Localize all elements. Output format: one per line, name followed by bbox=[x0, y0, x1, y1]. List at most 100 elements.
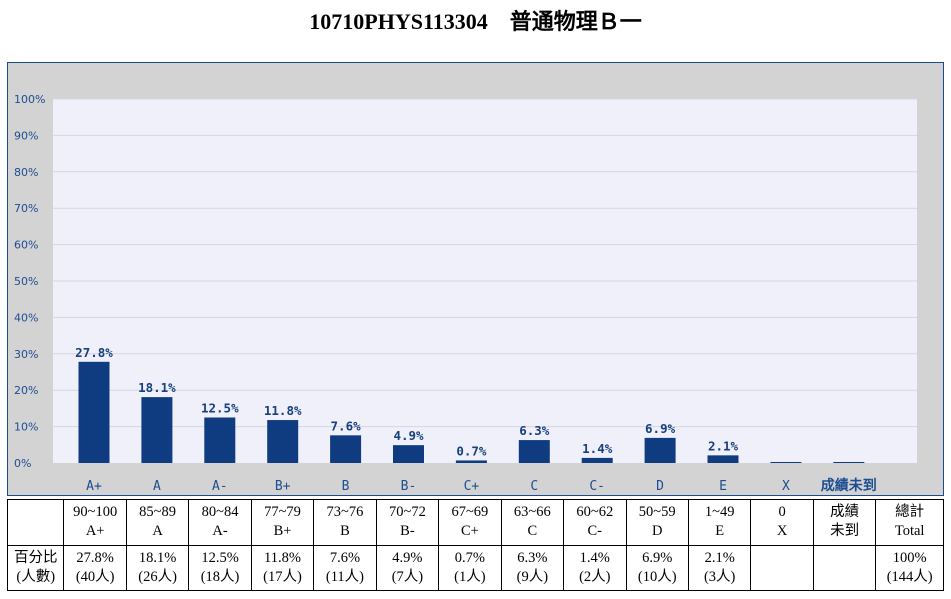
table-cell: 總計 Total bbox=[875, 499, 944, 546]
table-cell: 60~62 C- bbox=[563, 499, 627, 546]
cell-line: B bbox=[340, 523, 350, 540]
table-cell: 11.8% (17人) bbox=[250, 544, 315, 591]
cell-line: 總計 bbox=[895, 504, 925, 521]
x-tick-label: X bbox=[782, 479, 790, 494]
data-label: 6.3% bbox=[519, 423, 550, 438]
bar bbox=[330, 435, 362, 463]
percentage-row: 百分比 (人數) 27.8% (40人) 18.1% (26人) 12.5% (18人) 11.… bbox=[6, 544, 944, 591]
cell-line: (17人) bbox=[263, 568, 302, 585]
y-tick-label: 30% bbox=[14, 348, 38, 361]
table-cell: 80~84 A- bbox=[188, 499, 252, 546]
x-tick-label: B bbox=[342, 479, 350, 494]
table-cell: 1~49 E bbox=[687, 499, 752, 546]
cell-line: 6.9% bbox=[642, 549, 673, 566]
bar bbox=[78, 361, 110, 463]
data-label: 7.6% bbox=[331, 418, 362, 433]
cell-line: A- bbox=[212, 523, 228, 540]
chart-svg: 0% 10% 20% 30% 40% 50% 60% 70% 80% 90% 100% 27.8% A+… bbox=[14, 93, 917, 494]
table-cell: 90~100 A+ bbox=[63, 499, 127, 546]
cell-line: 未到 bbox=[830, 523, 860, 540]
cell-line: 1~49 bbox=[704, 504, 735, 521]
cell-line: 27.8% bbox=[76, 549, 114, 566]
cell-line: 90~100 bbox=[73, 504, 118, 521]
y-tick-label: 70% bbox=[14, 202, 38, 215]
cell-line: (18人) bbox=[200, 568, 240, 585]
cell-line: X bbox=[776, 523, 788, 540]
table-cell: 7.6% (11人) bbox=[313, 544, 377, 591]
data-label: 1.4% bbox=[582, 441, 613, 456]
bar bbox=[141, 397, 173, 463]
cell-line: (9人) bbox=[516, 568, 549, 585]
table-cell: 1.4% (2人) bbox=[563, 544, 627, 591]
y-tick-label: 20% bbox=[14, 384, 38, 397]
table-cell: 85~89 A bbox=[125, 499, 190, 546]
cell-line: 73~76 bbox=[326, 504, 364, 521]
bar bbox=[204, 417, 236, 463]
cell-line: (11人) bbox=[325, 568, 365, 585]
cell-line: 12.5% bbox=[201, 549, 239, 566]
cell-line: C- bbox=[587, 523, 603, 540]
y-tick-label: 0% bbox=[14, 457, 31, 470]
table-cell: 成績 未到 bbox=[812, 499, 877, 546]
data-label: 18.1% bbox=[138, 380, 176, 395]
bar bbox=[455, 460, 487, 463]
cell-line: (10人) bbox=[637, 568, 677, 585]
page-title: 10710PHYS113304 普通物理Ｂ一 bbox=[309, 9, 642, 34]
table-cell: 0.7% (1人) bbox=[438, 544, 502, 591]
data-label: 12.5% bbox=[201, 401, 239, 416]
cell-line: (人數) bbox=[16, 568, 56, 585]
cell-line: E bbox=[715, 523, 725, 540]
x-tick-label: C+ bbox=[464, 479, 480, 494]
data-label: 27.8% bbox=[75, 345, 113, 360]
cell-line: D bbox=[651, 523, 663, 540]
y-tick-label: 90% bbox=[14, 129, 38, 142]
cell-line: 4.9% bbox=[392, 549, 423, 566]
bar bbox=[707, 455, 739, 463]
table-cell: 12.5% (18人) bbox=[188, 544, 252, 591]
cell-line: 0.7% bbox=[454, 549, 485, 566]
table-cell bbox=[6, 499, 65, 546]
cell-line: 7.6% bbox=[329, 549, 361, 566]
cell-line: 2.1% bbox=[704, 549, 735, 566]
x-tick-label: D bbox=[656, 479, 664, 494]
cell-line: (7人) bbox=[391, 568, 424, 585]
table-cell: 6.3% (9人) bbox=[500, 544, 565, 591]
cell-line: B- bbox=[400, 523, 415, 540]
cell-line: (40人) bbox=[75, 568, 115, 585]
y-tick-label: 40% bbox=[14, 311, 38, 324]
table-cell bbox=[812, 544, 877, 591]
bar bbox=[770, 462, 802, 463]
cell-line: Total bbox=[894, 523, 925, 540]
table-cell: 70~72 B- bbox=[375, 499, 440, 546]
cell-line: 60~62 bbox=[576, 504, 614, 521]
data-label: 2.1% bbox=[708, 438, 739, 453]
x-tick-label: A bbox=[153, 479, 161, 494]
cell-line: (3人) bbox=[703, 568, 736, 585]
table-cell: 50~59 D bbox=[625, 499, 689, 546]
cell-line: C+ bbox=[460, 523, 479, 540]
table-cell: 6.9% (10人) bbox=[625, 544, 689, 591]
x-tick-label: B+ bbox=[275, 479, 291, 494]
table-cell: 77~79 B+ bbox=[250, 499, 315, 546]
data-label: 11.8% bbox=[264, 403, 302, 418]
x-tick-label: A+ bbox=[86, 479, 102, 494]
cell-line: 100% bbox=[892, 549, 927, 566]
table-cell: 百分比 (人數) bbox=[6, 544, 65, 591]
y-tick-label: 10% bbox=[14, 421, 38, 434]
x-tick-label: B- bbox=[401, 479, 417, 494]
cell-line: 11.8% bbox=[264, 549, 301, 566]
cell-line: (1人) bbox=[454, 568, 486, 585]
y-tick-label: 80% bbox=[14, 166, 38, 179]
table-cell: 73~76 B bbox=[313, 499, 377, 546]
cell-line: (26人) bbox=[138, 568, 177, 585]
cell-line: 百分比 bbox=[13, 549, 58, 566]
x-tick-label: A- bbox=[212, 479, 228, 494]
cell-line: 18.1% bbox=[138, 549, 177, 566]
cell-line: 6.3% bbox=[517, 549, 548, 566]
data-label: 0.7% bbox=[456, 443, 487, 458]
data-label: 4.9% bbox=[393, 428, 424, 443]
cell-line: 67~69 bbox=[451, 504, 489, 521]
header-row: 90~100 A+ 85~89 A 80~84 A- 77~79 B+ 73~76 B 70~72 B… bbox=[6, 499, 944, 546]
y-tick-label: 60% bbox=[14, 239, 38, 252]
